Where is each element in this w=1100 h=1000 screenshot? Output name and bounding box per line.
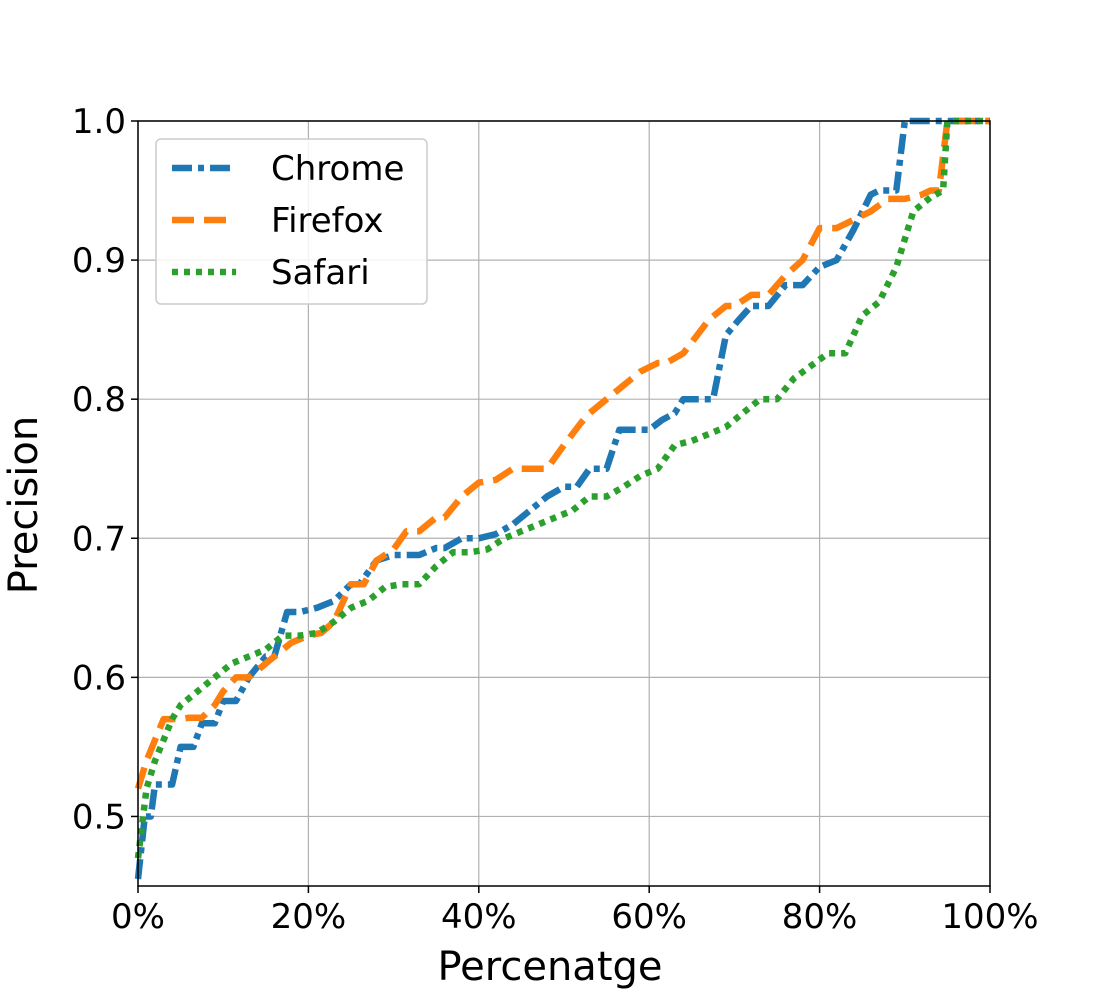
y-axis-title: Precision — [1, 416, 47, 594]
plot-frame — [137, 120, 991, 887]
legend-label-firefox: Firefox — [271, 201, 384, 241]
x-tick-label: 20% — [271, 897, 347, 937]
y-tick-label: 1.0 — [72, 102, 126, 142]
x-tick-label: 60% — [611, 897, 687, 937]
legend-box — [155, 138, 428, 305]
legend-label-chrome: Chrome — [271, 149, 404, 189]
y-tick-label: 0.7 — [72, 519, 126, 559]
y-tick-label: 0.9 — [72, 241, 126, 281]
y-tick-label: 0.8 — [72, 380, 126, 420]
grid-lines — [137, 120, 991, 886]
series-line-safari — [134, 117, 990, 859]
data-series — [134, 117, 990, 880]
x-tick-label: 80% — [782, 897, 858, 937]
legend: Chrome Firefox Safari — [155, 138, 428, 305]
axis-ticks: 0% 20% 40% 60% 80% 100% 0.5 0.6 0.7 0.8 0.9 1.0 — [72, 102, 1039, 937]
x-tick-label: 100% — [941, 897, 1038, 937]
x-tick-label: 0% — [111, 897, 165, 937]
y-tick-label: 0.5 — [72, 797, 126, 837]
x-axis-title: Percenatge — [437, 944, 662, 990]
series-line-chrome — [134, 117, 990, 880]
y-tick-label: 0.6 — [72, 658, 126, 698]
legend-label-safari: Safari — [271, 253, 370, 293]
series-line-firefox — [134, 117, 990, 790]
x-tick-label: 40% — [441, 897, 517, 937]
